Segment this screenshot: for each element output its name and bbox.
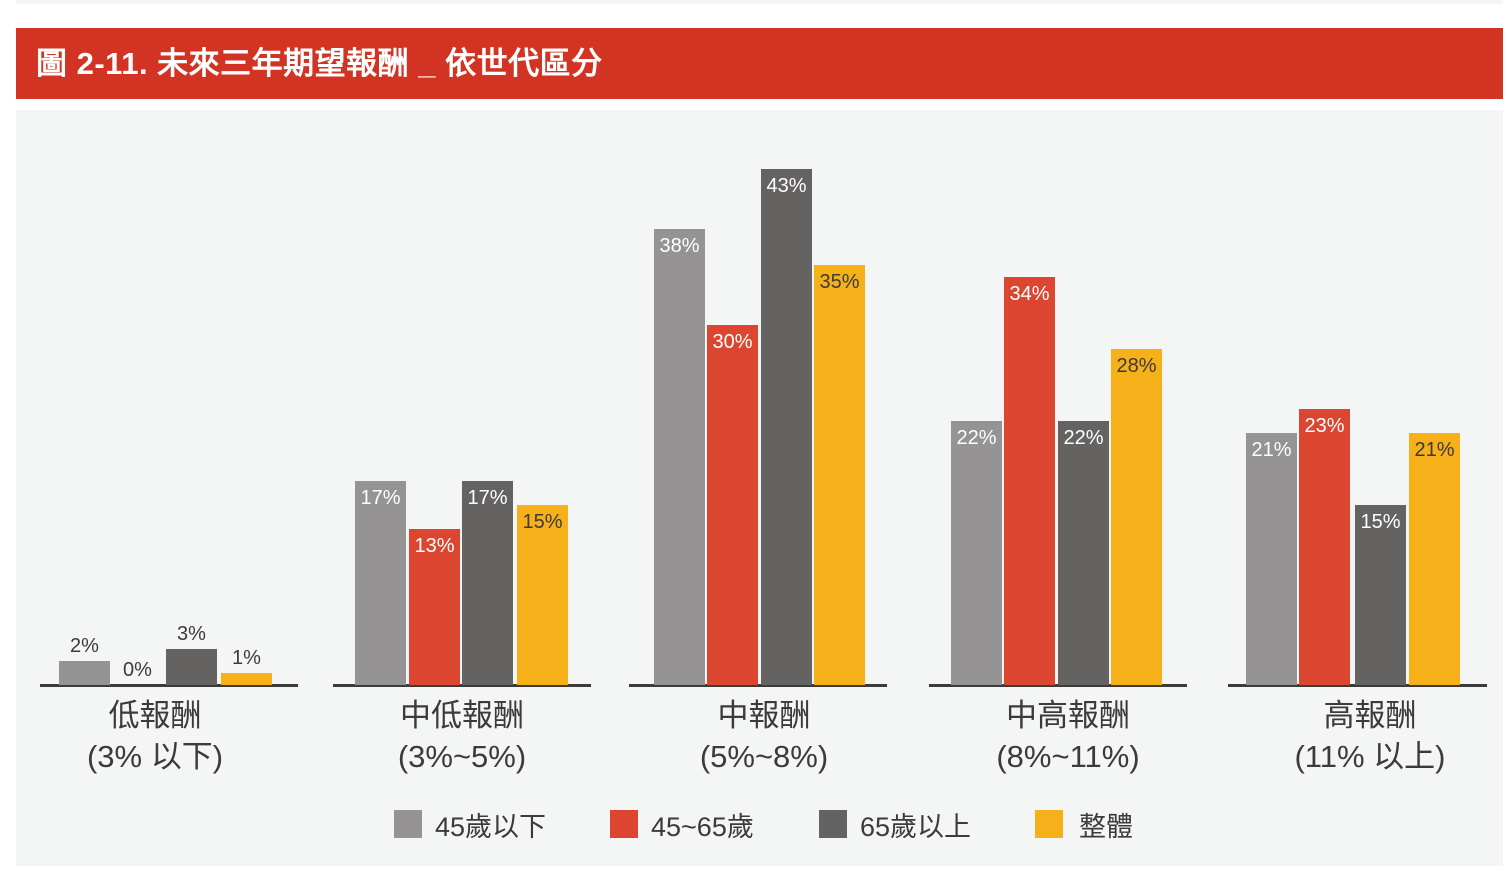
legend-item-over65: 65歲以上	[819, 806, 971, 842]
bar-overall	[517, 505, 568, 685]
bar-value-label: 22%	[956, 427, 997, 449]
bar-value-label: 15%	[522, 511, 563, 533]
axis-line	[333, 684, 591, 687]
bar-value-label: 15%	[1360, 511, 1401, 533]
category-name: 中報酬	[717, 698, 811, 733]
bar-value-label: 17%	[467, 487, 508, 509]
category-label: 高報酬 (11% 以上)	[1220, 695, 1510, 777]
axis-line	[1228, 684, 1487, 687]
chart-title: 圖 2-11. 未來三年期望報酬 _ 依世代區分	[36, 46, 603, 81]
legend-swatch	[1035, 810, 1063, 838]
legend-label: 45~65歲	[651, 811, 754, 842]
bar-under45	[951, 421, 1002, 685]
bar-over65	[1355, 505, 1406, 685]
legend-swatch	[819, 810, 847, 838]
top-strip	[16, 0, 1503, 4]
bar-value-label: 13%	[414, 535, 455, 557]
legend-label: 整體	[1079, 811, 1133, 842]
category-label: 低報酬 (3% 以下)	[5, 695, 305, 777]
legend-item-45to65: 45~65歲	[610, 806, 754, 842]
bar-overall	[1409, 433, 1460, 685]
category-name: 高報酬	[1323, 698, 1417, 733]
legend-item-under45: 45歲以下	[394, 806, 546, 842]
bar-value-label: 34%	[1009, 283, 1050, 305]
bar-value-label: 21%	[1251, 439, 1292, 461]
bar-value-label: 30%	[712, 331, 753, 353]
legend-label: 65歲以上	[860, 811, 972, 842]
legend-label: 45歲以下	[435, 811, 547, 842]
bar-value-label: 1%	[232, 647, 261, 669]
bar-45to65	[1004, 277, 1055, 685]
axis-line	[629, 684, 887, 687]
bar-value-label: 17%	[360, 487, 401, 509]
category-range: (5%~8%)	[699, 739, 829, 774]
bar-overall	[1111, 349, 1162, 685]
bar-value-label: 43%	[766, 175, 807, 197]
bar-over65	[462, 481, 513, 685]
axis-line	[929, 684, 1187, 687]
category-name: 低報酬	[108, 698, 202, 733]
bar-over65	[166, 649, 217, 685]
bar-value-label: 28%	[1116, 355, 1157, 377]
legend-swatch	[610, 810, 638, 838]
bar-45to65	[409, 529, 460, 685]
bar-value-label: 2%	[70, 635, 99, 657]
bar-under45	[654, 229, 705, 685]
category-range: (3%~5%)	[397, 739, 527, 774]
bar-value-label: 22%	[1063, 427, 1104, 449]
bar-over65	[761, 169, 812, 685]
category-range: (11% 以上)	[1294, 739, 1446, 774]
bar-overall	[814, 265, 865, 685]
legend: 45歲以下 45~65歲 65歲以上 整體	[0, 806, 1510, 842]
bar-value-label: 23%	[1304, 415, 1345, 437]
category-range: (3% 以下)	[86, 739, 224, 774]
category-range: (8%~11%)	[996, 739, 1140, 774]
bar-value-label: 38%	[659, 235, 700, 257]
bar-value-label: 21%	[1414, 439, 1455, 461]
category-label: 中高報酬 (8%~11%)	[918, 695, 1218, 777]
bar-45to65	[1299, 409, 1350, 685]
legend-swatch	[394, 810, 422, 838]
bar-under45	[355, 481, 406, 685]
bar-value-label: 3%	[177, 623, 206, 645]
category-label: 中低報酬 (3%~5%)	[312, 695, 612, 777]
category-label: 中報酬 (5%~8%)	[614, 695, 914, 777]
bar-overall	[221, 673, 272, 685]
bar-over65	[1058, 421, 1109, 685]
bar-under45	[59, 661, 110, 685]
bar-45to65	[707, 325, 758, 685]
title-bar: 圖 2-11. 未來三年期望報酬 _ 依世代區分	[16, 28, 1503, 99]
category-name: 中高報酬	[1006, 698, 1130, 733]
bar-under45	[1246, 433, 1297, 685]
category-name: 中低報酬	[400, 698, 524, 733]
legend-item-overall: 整體	[1035, 806, 1133, 842]
axis-line	[40, 684, 298, 687]
bar-value-label: 35%	[819, 271, 860, 293]
bar-value-label: 0%	[123, 659, 152, 681]
